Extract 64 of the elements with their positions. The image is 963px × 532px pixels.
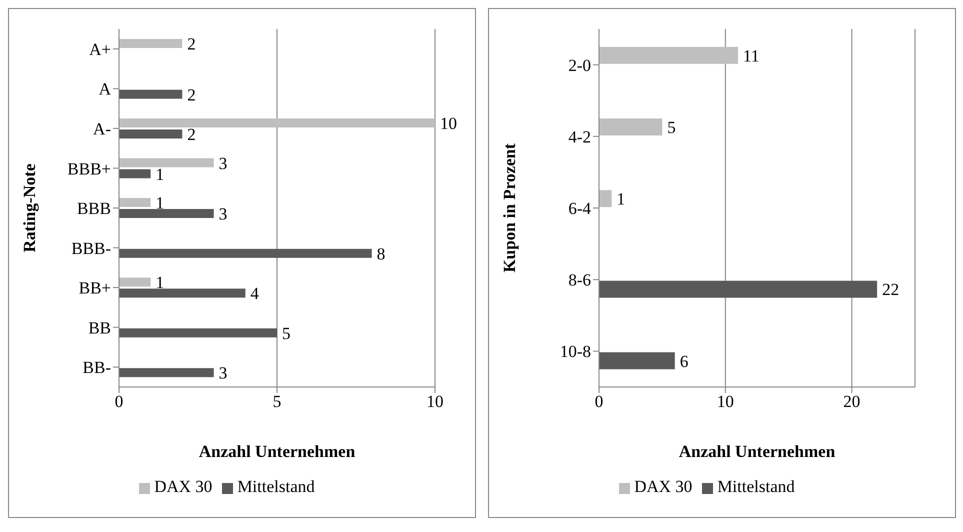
bar xyxy=(599,280,878,298)
y-tick-label: 8-6 xyxy=(568,270,591,290)
y-tick-label: 6-4 xyxy=(568,199,592,218)
y-tick-label: 4-2 xyxy=(568,127,591,146)
legend-label: DAX 30 xyxy=(634,477,692,496)
bar xyxy=(119,158,214,168)
data-label: 3 xyxy=(218,204,228,224)
bar xyxy=(119,198,151,208)
data-label: 2 xyxy=(187,125,196,144)
data-label: 11 xyxy=(743,46,760,66)
bar xyxy=(599,352,675,370)
bar xyxy=(599,46,738,64)
y-tick-label: BB+ xyxy=(78,278,111,298)
data-label: 10 xyxy=(440,114,457,134)
data-label: 22 xyxy=(882,280,900,300)
y-tick-label: A xyxy=(98,80,112,99)
data-label: 1 xyxy=(156,164,164,184)
bar xyxy=(119,169,151,178)
y-tick-label: BBB- xyxy=(71,238,112,258)
data-label: 2 xyxy=(187,85,196,104)
y-axis-title: Kupon in Prozent xyxy=(500,143,520,273)
legend-label: Mittelstand xyxy=(717,477,795,496)
x-tick-label: 10 xyxy=(716,392,734,412)
y-tick-label: A- xyxy=(93,119,112,138)
bar xyxy=(119,328,277,338)
data-label: 5 xyxy=(282,324,290,343)
data-label: 6 xyxy=(680,352,688,371)
legend-label: Mittelstand xyxy=(237,477,315,496)
y-tick-label: 2-0 xyxy=(568,56,591,75)
y-tick-label: 10-8 xyxy=(560,342,591,362)
data-label: 1 xyxy=(156,273,164,292)
data-label: 1 xyxy=(616,190,626,209)
y-tick-label: BBB+ xyxy=(67,159,111,178)
y-tick-label: A+ xyxy=(89,40,111,59)
x-tick-label: 20 xyxy=(843,392,860,412)
legend-label: DAX 30 xyxy=(154,477,212,496)
bar xyxy=(119,209,214,218)
y-tick-label: BBB xyxy=(76,199,111,218)
bar xyxy=(119,368,214,378)
x-tick-label: 0 xyxy=(594,392,604,412)
data-label: 3 xyxy=(218,154,228,173)
x-tick-label: 0 xyxy=(114,392,124,412)
x-tick-label: 5 xyxy=(272,392,282,412)
y-tick-label: BB xyxy=(88,318,111,338)
data-label: 2 xyxy=(187,34,196,54)
y-axis-title: Rating-Note xyxy=(20,163,40,252)
x-axis-title: Anzahl Unternehmen xyxy=(198,442,356,461)
bar xyxy=(599,118,662,136)
bar xyxy=(119,248,372,258)
bar xyxy=(119,130,182,138)
bar xyxy=(119,278,151,287)
x-tick-label: 10 xyxy=(426,392,444,412)
bar xyxy=(119,118,435,128)
bar xyxy=(119,288,246,298)
data-label: 3 xyxy=(218,364,228,383)
data-label: 1 xyxy=(156,194,164,213)
data-label: 8 xyxy=(376,244,386,264)
y-tick-label: BB- xyxy=(82,358,112,378)
data-label: 5 xyxy=(667,118,676,138)
x-axis-title: Anzahl Unternehmen xyxy=(678,442,836,461)
bar xyxy=(119,90,182,99)
bar xyxy=(599,190,612,208)
data-label: 4 xyxy=(250,284,260,304)
bar xyxy=(119,38,182,48)
